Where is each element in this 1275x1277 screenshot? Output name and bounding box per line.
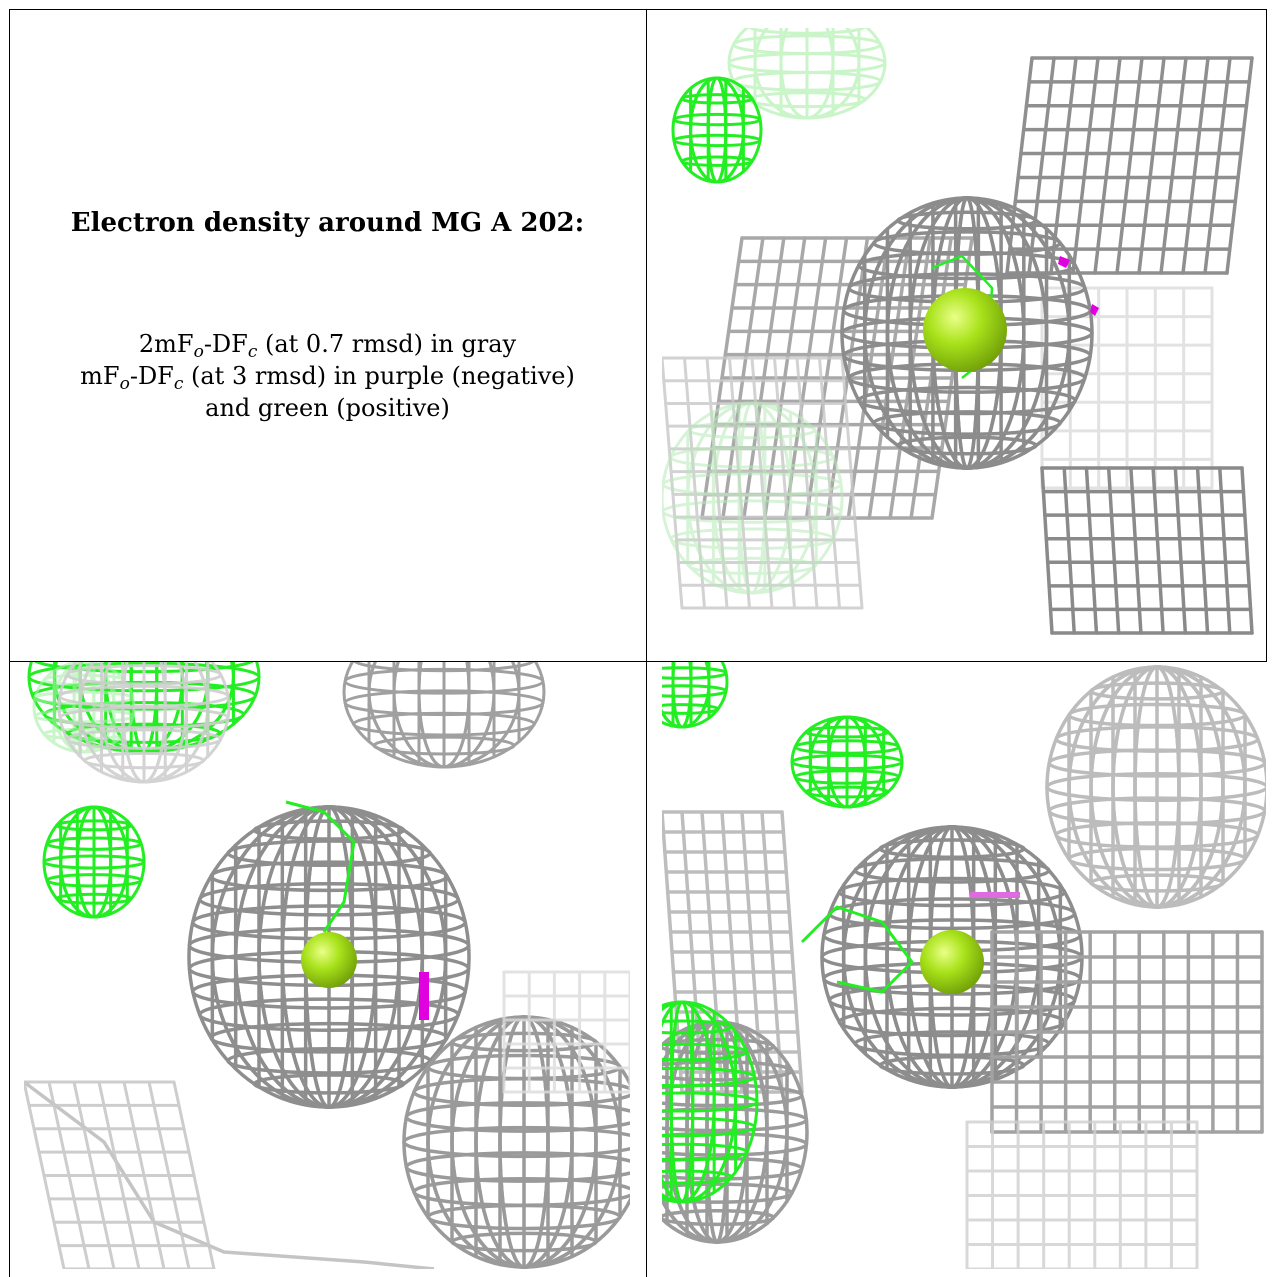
green-mesh-blob-left (42, 805, 146, 919)
gray-mesh-patch-lower-left (662, 356, 864, 610)
gray-mesh-patch-right (990, 930, 1264, 1134)
green-mesh-blob-top (790, 715, 904, 809)
gray-mesh-patch-bottom-left (24, 1080, 216, 1269)
legend-line-green: and green (positive) (205, 394, 450, 422)
mg-ion-sphere (301, 932, 357, 988)
density-render-top-right (662, 28, 1254, 635)
caption-cell: Electron density around MG A 202: 2mFo-D… (10, 10, 645, 660)
grid-top-border (9, 9, 1267, 10)
legend-line-2mfo-dfc: 2mFo-DFc (at 0.7 rmsd) in gray (138, 330, 517, 362)
purple-mesh-spot (970, 892, 1020, 898)
grid-left-border (9, 9, 10, 1277)
caption-description: 2mFo-DFc (at 0.7 rmsd) in gray mFo-DFc (… (10, 328, 645, 424)
density-panel-bottom-right (662, 662, 1266, 1269)
grid-center-divider (646, 9, 647, 1277)
purple-mesh-spot-1 (1058, 256, 1070, 268)
purple-mesh-spot-2 (1090, 304, 1099, 316)
mg-ion-sphere (920, 930, 984, 994)
gray-mesh-cage-top-right (1045, 665, 1266, 909)
density-render-bottom-left (24, 662, 630, 1269)
grid-middle-divider (9, 661, 1267, 662)
green-mesh-blob-faded (727, 28, 887, 120)
density-render-bottom-right (662, 662, 1266, 1269)
mg-ion-sphere (923, 288, 1007, 372)
gray-mesh-cage-top-right (342, 662, 546, 769)
green-mesh-fragment (285, 800, 356, 933)
gray-mesh-patch-lower-right (1040, 466, 1254, 635)
green-mesh-fragment (800, 905, 914, 994)
density-panel-bottom-left (24, 662, 630, 1269)
green-mesh-blob (671, 76, 763, 184)
density-panel-top-right (662, 28, 1266, 660)
gray-mesh-patch-bottom-faded (965, 1120, 1199, 1269)
gray-mesh-patch-upper-right (1005, 56, 1254, 275)
gray-mesh-cage-top-left (57, 662, 231, 784)
grid-right-border (1266, 9, 1267, 661)
legend-line-mfo-dfc: mFo-DFc (at 3 rmsd) in purple (negative) (80, 362, 575, 394)
gray-mesh-cage-bottom-right (402, 1015, 630, 1269)
gray-mesh-strand-bottom (24, 1080, 435, 1269)
green-mesh-blob-lower-faded (662, 401, 844, 595)
purple-mesh-spot (419, 972, 429, 1020)
green-mesh-blob-lower-left (662, 1000, 759, 1204)
green-mesh-blob-corner (662, 662, 729, 729)
caption-title: Electron density around MG A 202: (70, 208, 585, 238)
gray-mesh-patch-faded (502, 970, 630, 1094)
